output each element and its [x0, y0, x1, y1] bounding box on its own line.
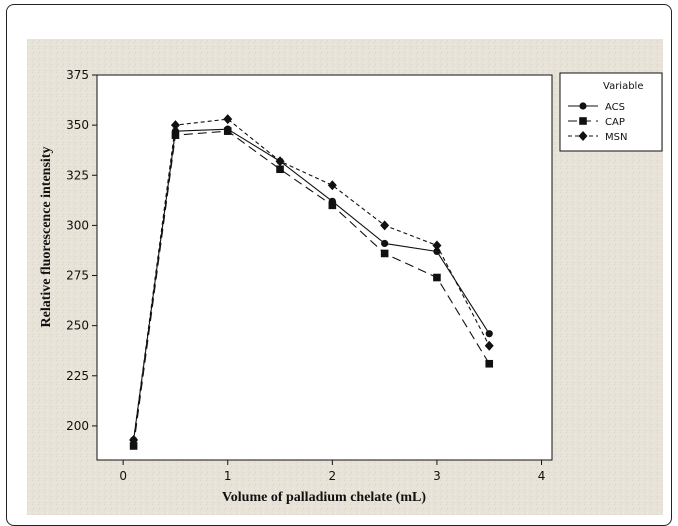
- series-line-cap: [133, 130, 490, 447]
- legend-title: Variable: [603, 81, 644, 92]
- series-line-acs: [133, 128, 490, 441]
- x-axis-title: Volume of palladium chelate (mL): [222, 490, 426, 505]
- data-point-msn: [275, 156, 285, 167]
- legend-marker-acs: [579, 102, 587, 110]
- x-tick-label: 1: [224, 469, 232, 483]
- legend-marker-msn: [578, 131, 588, 141]
- x-tick-label: 0: [119, 469, 127, 483]
- y-tick-label: 325: [66, 168, 89, 182]
- x-tick-label: 4: [538, 469, 546, 483]
- data-point-msn: [380, 220, 390, 231]
- x-tick-label: 2: [329, 469, 337, 483]
- x-axis: 0 1 2 3 4: [119, 460, 545, 483]
- legend-label-acs: ACS: [605, 102, 625, 113]
- legend-marker-cap: [579, 117, 587, 125]
- data-point-cap: [433, 273, 441, 282]
- data-point-msn: [170, 120, 180, 131]
- y-axis: 200 225 250 275 300 325 350 375: [66, 68, 97, 433]
- y-tick-label: 250: [66, 319, 89, 333]
- data-point-cap: [129, 442, 138, 450]
- series-msn: [129, 114, 494, 445]
- y-tick-label: 375: [66, 68, 89, 82]
- data-point-msn: [223, 114, 233, 125]
- data-point-cap: [485, 359, 494, 368]
- y-tick-label: 300: [66, 218, 89, 232]
- figure-frame: 200 225 250 275 300 325 350 375 0 1 2 3 4 Relative …: [6, 4, 672, 526]
- data-point-cap: [328, 201, 337, 210]
- data-point-msn: [129, 434, 139, 445]
- y-tick-label: 200: [66, 419, 89, 433]
- legend-label-cap: CAP: [605, 117, 625, 128]
- legend-label-msn: MSN: [605, 132, 627, 143]
- legend: Variable ACS CAP MSN: [559, 72, 663, 152]
- y-tick-label: 275: [66, 269, 89, 283]
- data-point-msn: [327, 180, 337, 191]
- legend-item-cap: CAP: [568, 117, 625, 128]
- chart: 200 225 250 275 300 325 350 375 0 1 2 3 4 Relative …: [27, 39, 663, 515]
- data-point-acs: [433, 247, 441, 256]
- data-point-cap: [380, 249, 389, 258]
- data-point-cap: [223, 127, 232, 135]
- series-cap: [129, 127, 494, 450]
- plot-area: [96, 74, 553, 461]
- data-point-cap: [171, 131, 180, 139]
- y-tick-label: 225: [66, 369, 89, 383]
- data-point-acs: [485, 330, 493, 338]
- data-point-cap: [276, 165, 284, 174]
- y-axis-title: Relative fluorescence intensity: [39, 147, 54, 328]
- data-point-acs: [381, 239, 389, 248]
- y-tick-label: 350: [66, 118, 89, 132]
- legend-item-msn: MSN: [568, 131, 627, 143]
- data-point-msn: [484, 340, 494, 351]
- legend-box: [559, 72, 663, 152]
- x-tick-label: 3: [433, 469, 441, 483]
- series-layer: [129, 114, 494, 450]
- legend-item-acs: ACS: [568, 102, 625, 113]
- data-point-msn: [432, 240, 442, 251]
